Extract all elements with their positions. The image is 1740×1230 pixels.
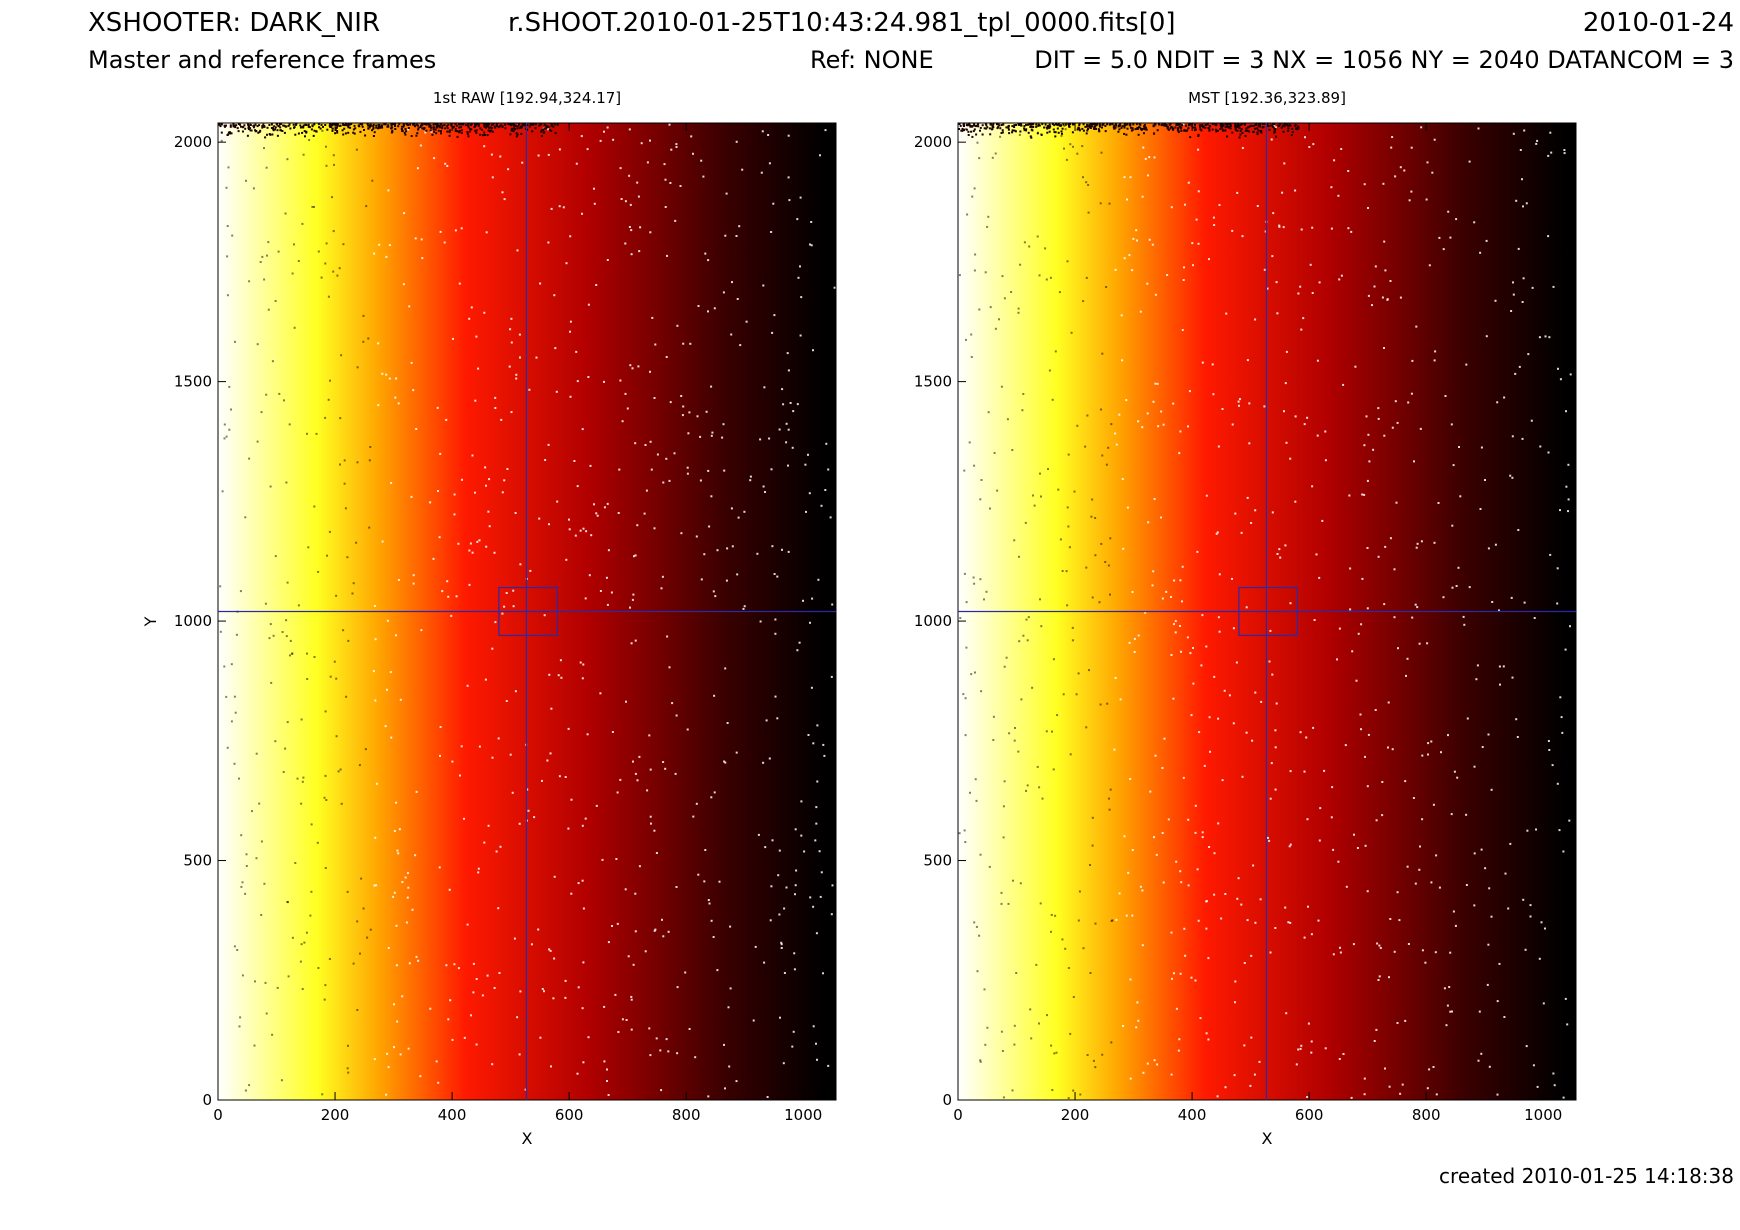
panel-1-ytick-label: 1500	[174, 373, 212, 391]
params-label: DIT = 5.0 NDIT = 3 NX = 1056 NY = 2040 D…	[1034, 46, 1734, 74]
panel-2-xtick-label: 600	[1295, 1106, 1324, 1124]
panel-1-ytick-label: 1000	[174, 612, 212, 630]
filename-title: r.SHOOT.2010-01-25T10:43:24.981_tpl_0000…	[508, 8, 1176, 38]
panel-2-x-axis-label: X	[1262, 1129, 1273, 1148]
panel-2-xtick-label: 400	[1178, 1106, 1207, 1124]
panel-2-xtick-label: 800	[1412, 1106, 1441, 1124]
panel-2-ytick-label: 0	[942, 1091, 952, 1109]
panel-1-zoom-box	[498, 586, 559, 637]
ref-label: Ref: NONE	[810, 46, 934, 74]
panel-2-title: MST [192.36,323.89]	[1188, 89, 1346, 107]
panel-2-ytick-label: 500	[923, 852, 952, 870]
panel-1-title: 1st RAW [192.94,324.17]	[433, 89, 621, 107]
panel-2-zoom-box	[1238, 586, 1299, 637]
panel-1-noise-pixels	[218, 123, 836, 1098]
panel-2-ytick-label: 1500	[914, 373, 952, 391]
created-timestamp: created 2010-01-25 14:18:38	[1439, 1164, 1734, 1188]
panel-1-xtick-label: 200	[321, 1106, 350, 1124]
panel-2-ytick-label: 1000	[914, 612, 952, 630]
panel-2-noise-pixels	[958, 123, 1572, 1100]
panel-2-ytick-label: 2000	[914, 133, 952, 151]
panel-1-xtick-label: 0	[213, 1106, 223, 1124]
instrument-title: XSHOOTER: DARK_NIR	[88, 8, 381, 38]
date-label: 2010-01-24	[1582, 8, 1734, 38]
panel-1-ytick-label: 500	[183, 852, 212, 870]
panel-1-xtick-label: 600	[555, 1106, 584, 1124]
panel-1-xtick-label: 1000	[784, 1106, 822, 1124]
panel-1-ytick-label: 0	[202, 1091, 212, 1109]
panel-1-y-axis-label: Y	[141, 616, 160, 627]
panel-2-xtick-label: 1000	[1524, 1106, 1562, 1124]
panel-1-x-axis-label: X	[522, 1129, 533, 1148]
panel-1-xtick-label: 400	[438, 1106, 467, 1124]
panel-2-xtick-label: 0	[953, 1106, 963, 1124]
panel-1-ytick-label: 2000	[174, 133, 212, 151]
panel-2-xtick-label: 200	[1061, 1106, 1090, 1124]
panel-1-xtick-label: 800	[672, 1106, 701, 1124]
subtitle: Master and reference frames	[88, 46, 437, 74]
